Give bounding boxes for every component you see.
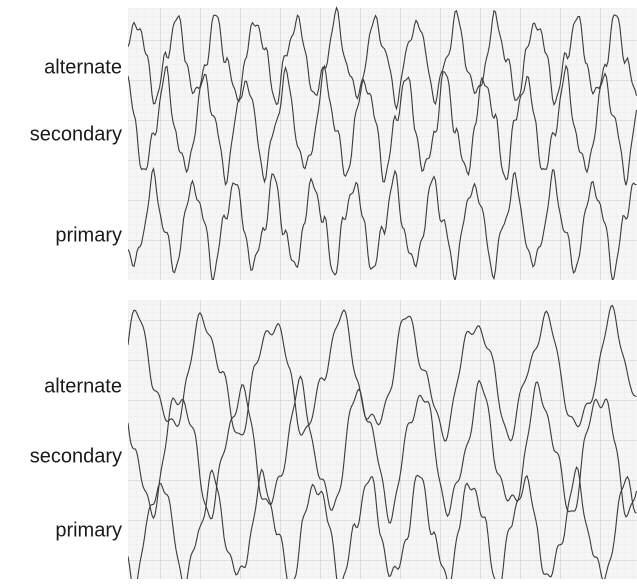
- page: alternate secondary primary alternate se…: [0, 0, 637, 579]
- trace-label: alternate: [44, 56, 122, 78]
- trace-label: primary: [55, 519, 122, 541]
- panel-bottom: alternate secondary primary: [30, 300, 637, 579]
- trace-label: alternate: [44, 375, 122, 397]
- grid: [128, 300, 637, 579]
- trace-label: primary: [55, 224, 122, 246]
- panel-top: alternate secondary primary: [30, 8, 637, 280]
- figure: alternate secondary primary alternate se…: [0, 0, 637, 579]
- trace-label: secondary: [30, 445, 122, 467]
- grid: [128, 8, 637, 280]
- trace-label: secondary: [30, 123, 122, 145]
